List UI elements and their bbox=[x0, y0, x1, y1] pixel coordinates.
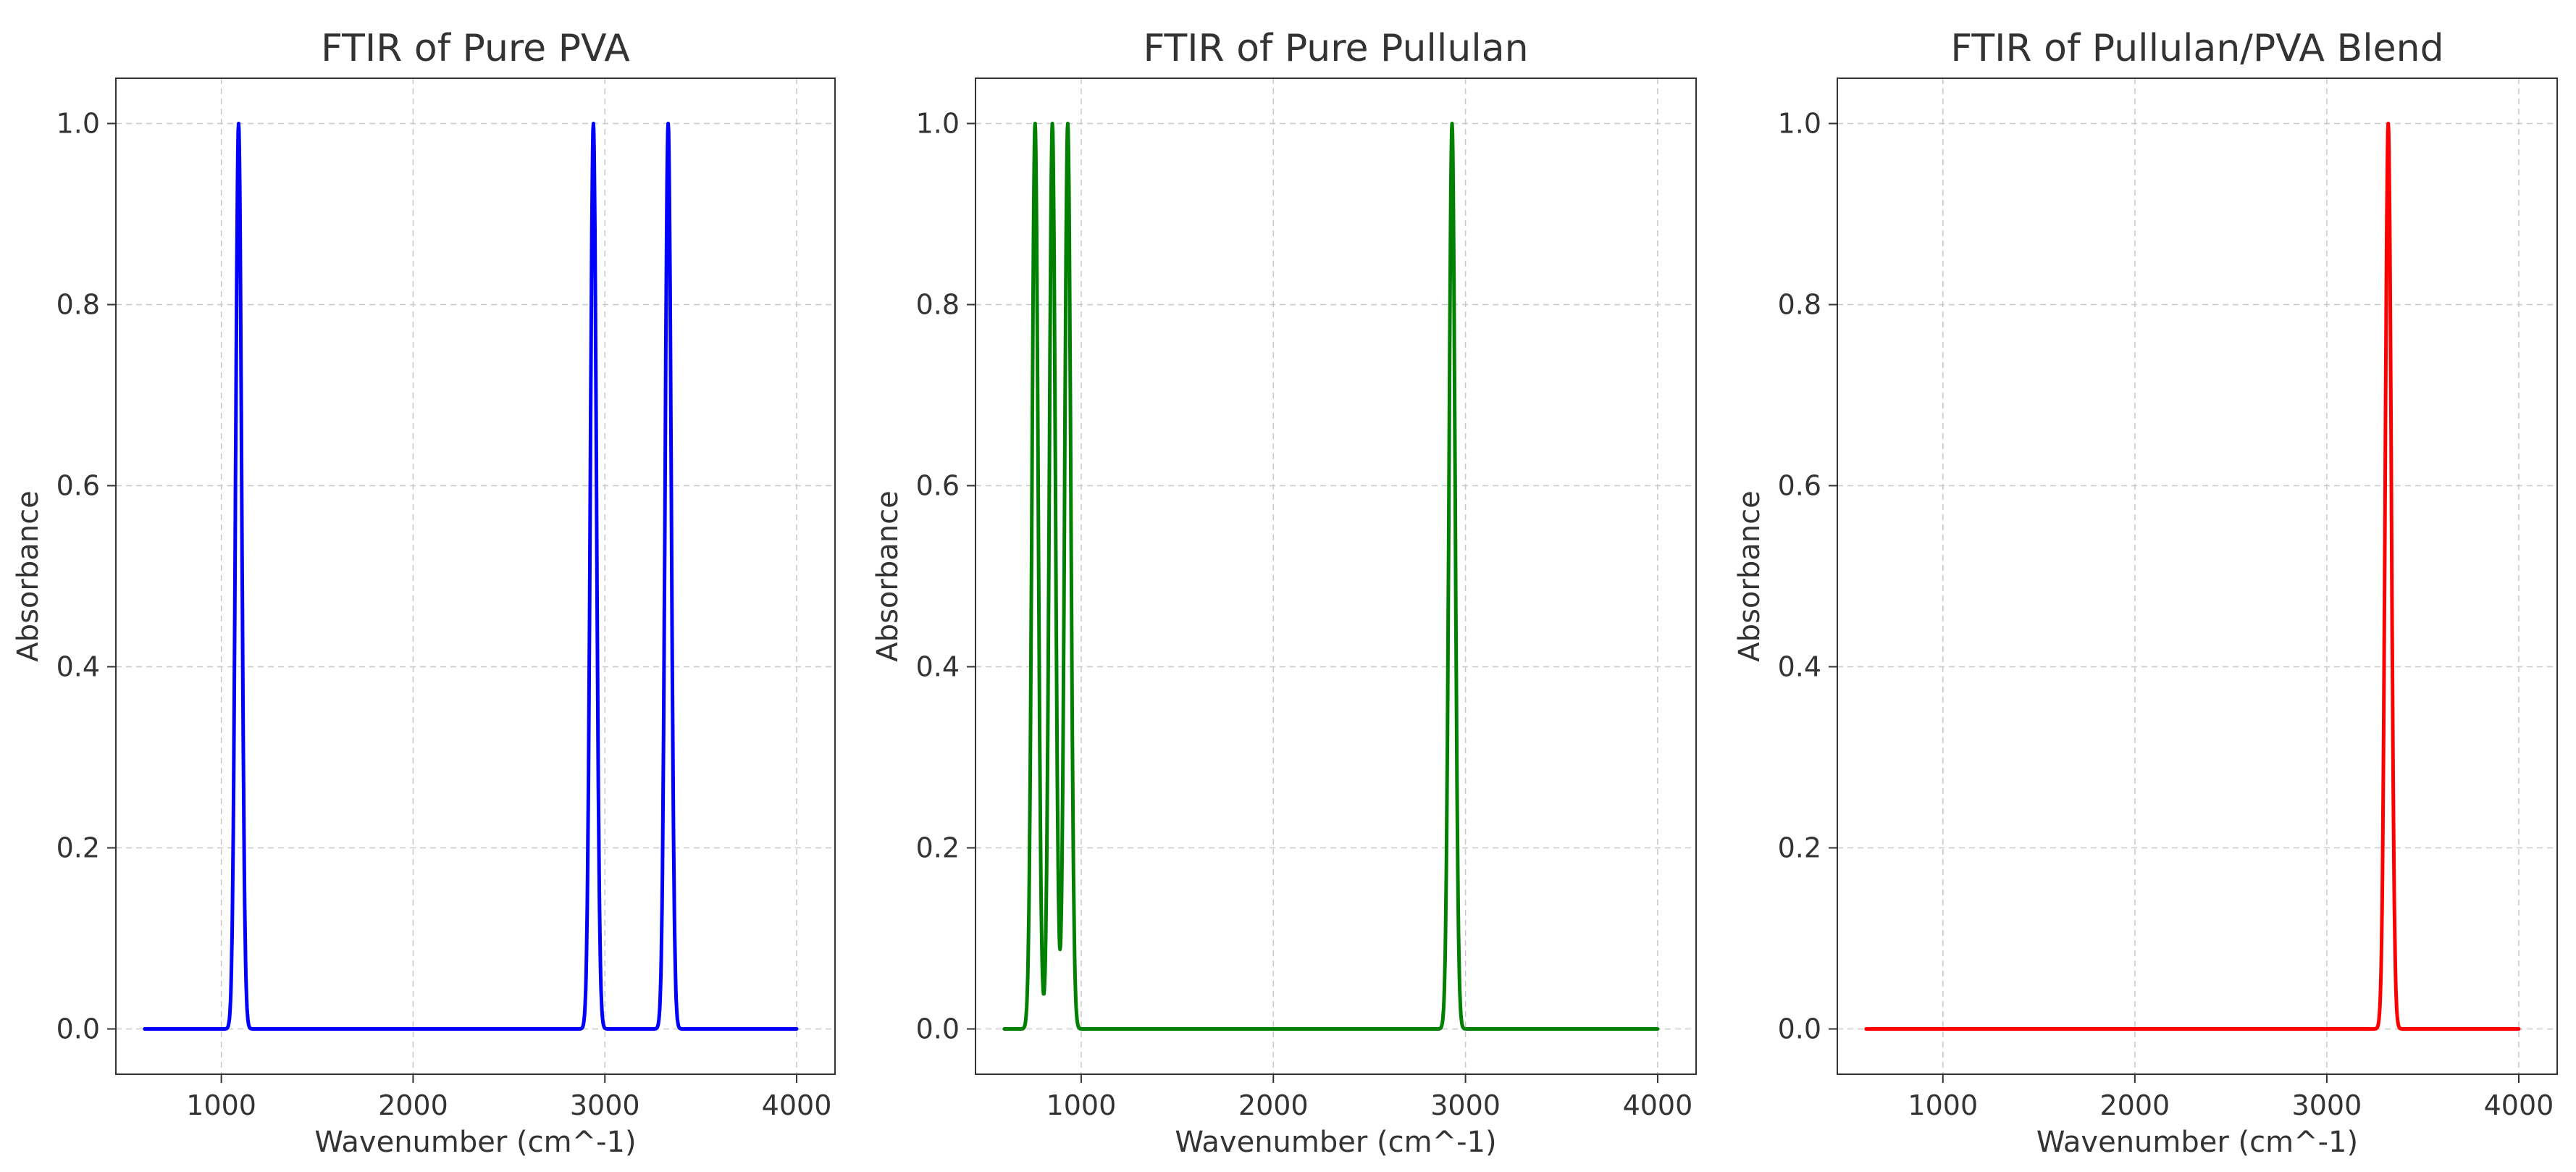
x-tick-label: 1000 bbox=[1908, 1089, 1978, 1121]
x-tick-label: 4000 bbox=[2484, 1089, 2554, 1121]
axes-frame bbox=[115, 78, 836, 1075]
x-tick-label: 3000 bbox=[1430, 1089, 1501, 1121]
y-tick-label: 0.6 bbox=[56, 470, 100, 502]
y-tick-label: 0.8 bbox=[56, 289, 100, 321]
x-tick-label: 2000 bbox=[378, 1089, 448, 1121]
y-tick-label: 1.0 bbox=[1778, 108, 1821, 140]
y-tick-label: 0.2 bbox=[916, 832, 960, 864]
y-tick-label: 1.0 bbox=[56, 108, 100, 140]
x-tick-label: 2000 bbox=[1238, 1089, 1309, 1121]
y-tick-label: 1.0 bbox=[916, 108, 960, 140]
y-tick-label: 0.6 bbox=[1778, 470, 1821, 502]
chart-panel-pullulan: 1000 2000 3000 4000 0.0 0.2 0.4 0.6 0.8 1.0 FTIR o… bbox=[871, 27, 1697, 1159]
x-tick-label: 2000 bbox=[2099, 1089, 2170, 1121]
chart-title: FTIR of Pure Pullulan bbox=[1143, 27, 1528, 70]
y-tick-label: 0.4 bbox=[56, 651, 100, 683]
y-tick-label: 0.2 bbox=[56, 832, 100, 864]
y-tick-label: 0.4 bbox=[916, 651, 960, 683]
y-tick-label: 0.0 bbox=[1778, 1013, 1821, 1045]
y-tick-label: 0.4 bbox=[1778, 651, 1821, 683]
y-tick-label: 0.2 bbox=[1778, 832, 1821, 864]
x-tick-label: 3000 bbox=[570, 1089, 640, 1121]
x-axis-label: Wavenumber (cm^-1) bbox=[2036, 1126, 2358, 1159]
chart-title: FTIR of Pure PVA bbox=[321, 27, 630, 70]
x-tick-label: 4000 bbox=[1623, 1089, 1693, 1121]
x-tick-label: 4000 bbox=[762, 1089, 832, 1121]
spectrum-line-pva bbox=[143, 122, 799, 1031]
x-axis-label: Wavenumber (cm^-1) bbox=[1175, 1126, 1496, 1159]
x-axis-label: Wavenumber (cm^-1) bbox=[314, 1126, 636, 1159]
x-tick-label: 1000 bbox=[1046, 1089, 1117, 1121]
x-tick-label: 3000 bbox=[2292, 1089, 2362, 1121]
chart-title: FTIR of Pullulan/PVA Blend bbox=[1950, 27, 2443, 70]
y-tick-label: 0.0 bbox=[56, 1013, 100, 1045]
chart-panel-pva: 1000 2000 3000 4000 0.0 0.2 0.4 0.6 0.8 1.0 FTIR o… bbox=[12, 27, 836, 1159]
y-axis-label: Absorbance bbox=[12, 490, 45, 661]
x-tick-label: 1000 bbox=[186, 1089, 256, 1121]
axes-frame bbox=[975, 78, 1697, 1075]
axes-frame bbox=[1837, 78, 2558, 1075]
y-tick-label: 0.6 bbox=[916, 470, 960, 502]
spectrum-line-pullulan bbox=[1002, 122, 1660, 1031]
y-axis-label: Absorbance bbox=[871, 490, 905, 661]
y-tick-label: 0.8 bbox=[1778, 289, 1821, 321]
chart-panel-blend: 1000 2000 3000 4000 0.0 0.2 0.4 0.6 0.8 1.0 FTIR o… bbox=[1733, 27, 2558, 1159]
spectrum-line-blend bbox=[1864, 122, 2521, 1031]
y-tick-label: 0.8 bbox=[916, 289, 960, 321]
y-axis-label: Absorbance bbox=[1733, 490, 1766, 661]
y-tick-label: 0.0 bbox=[916, 1013, 960, 1045]
